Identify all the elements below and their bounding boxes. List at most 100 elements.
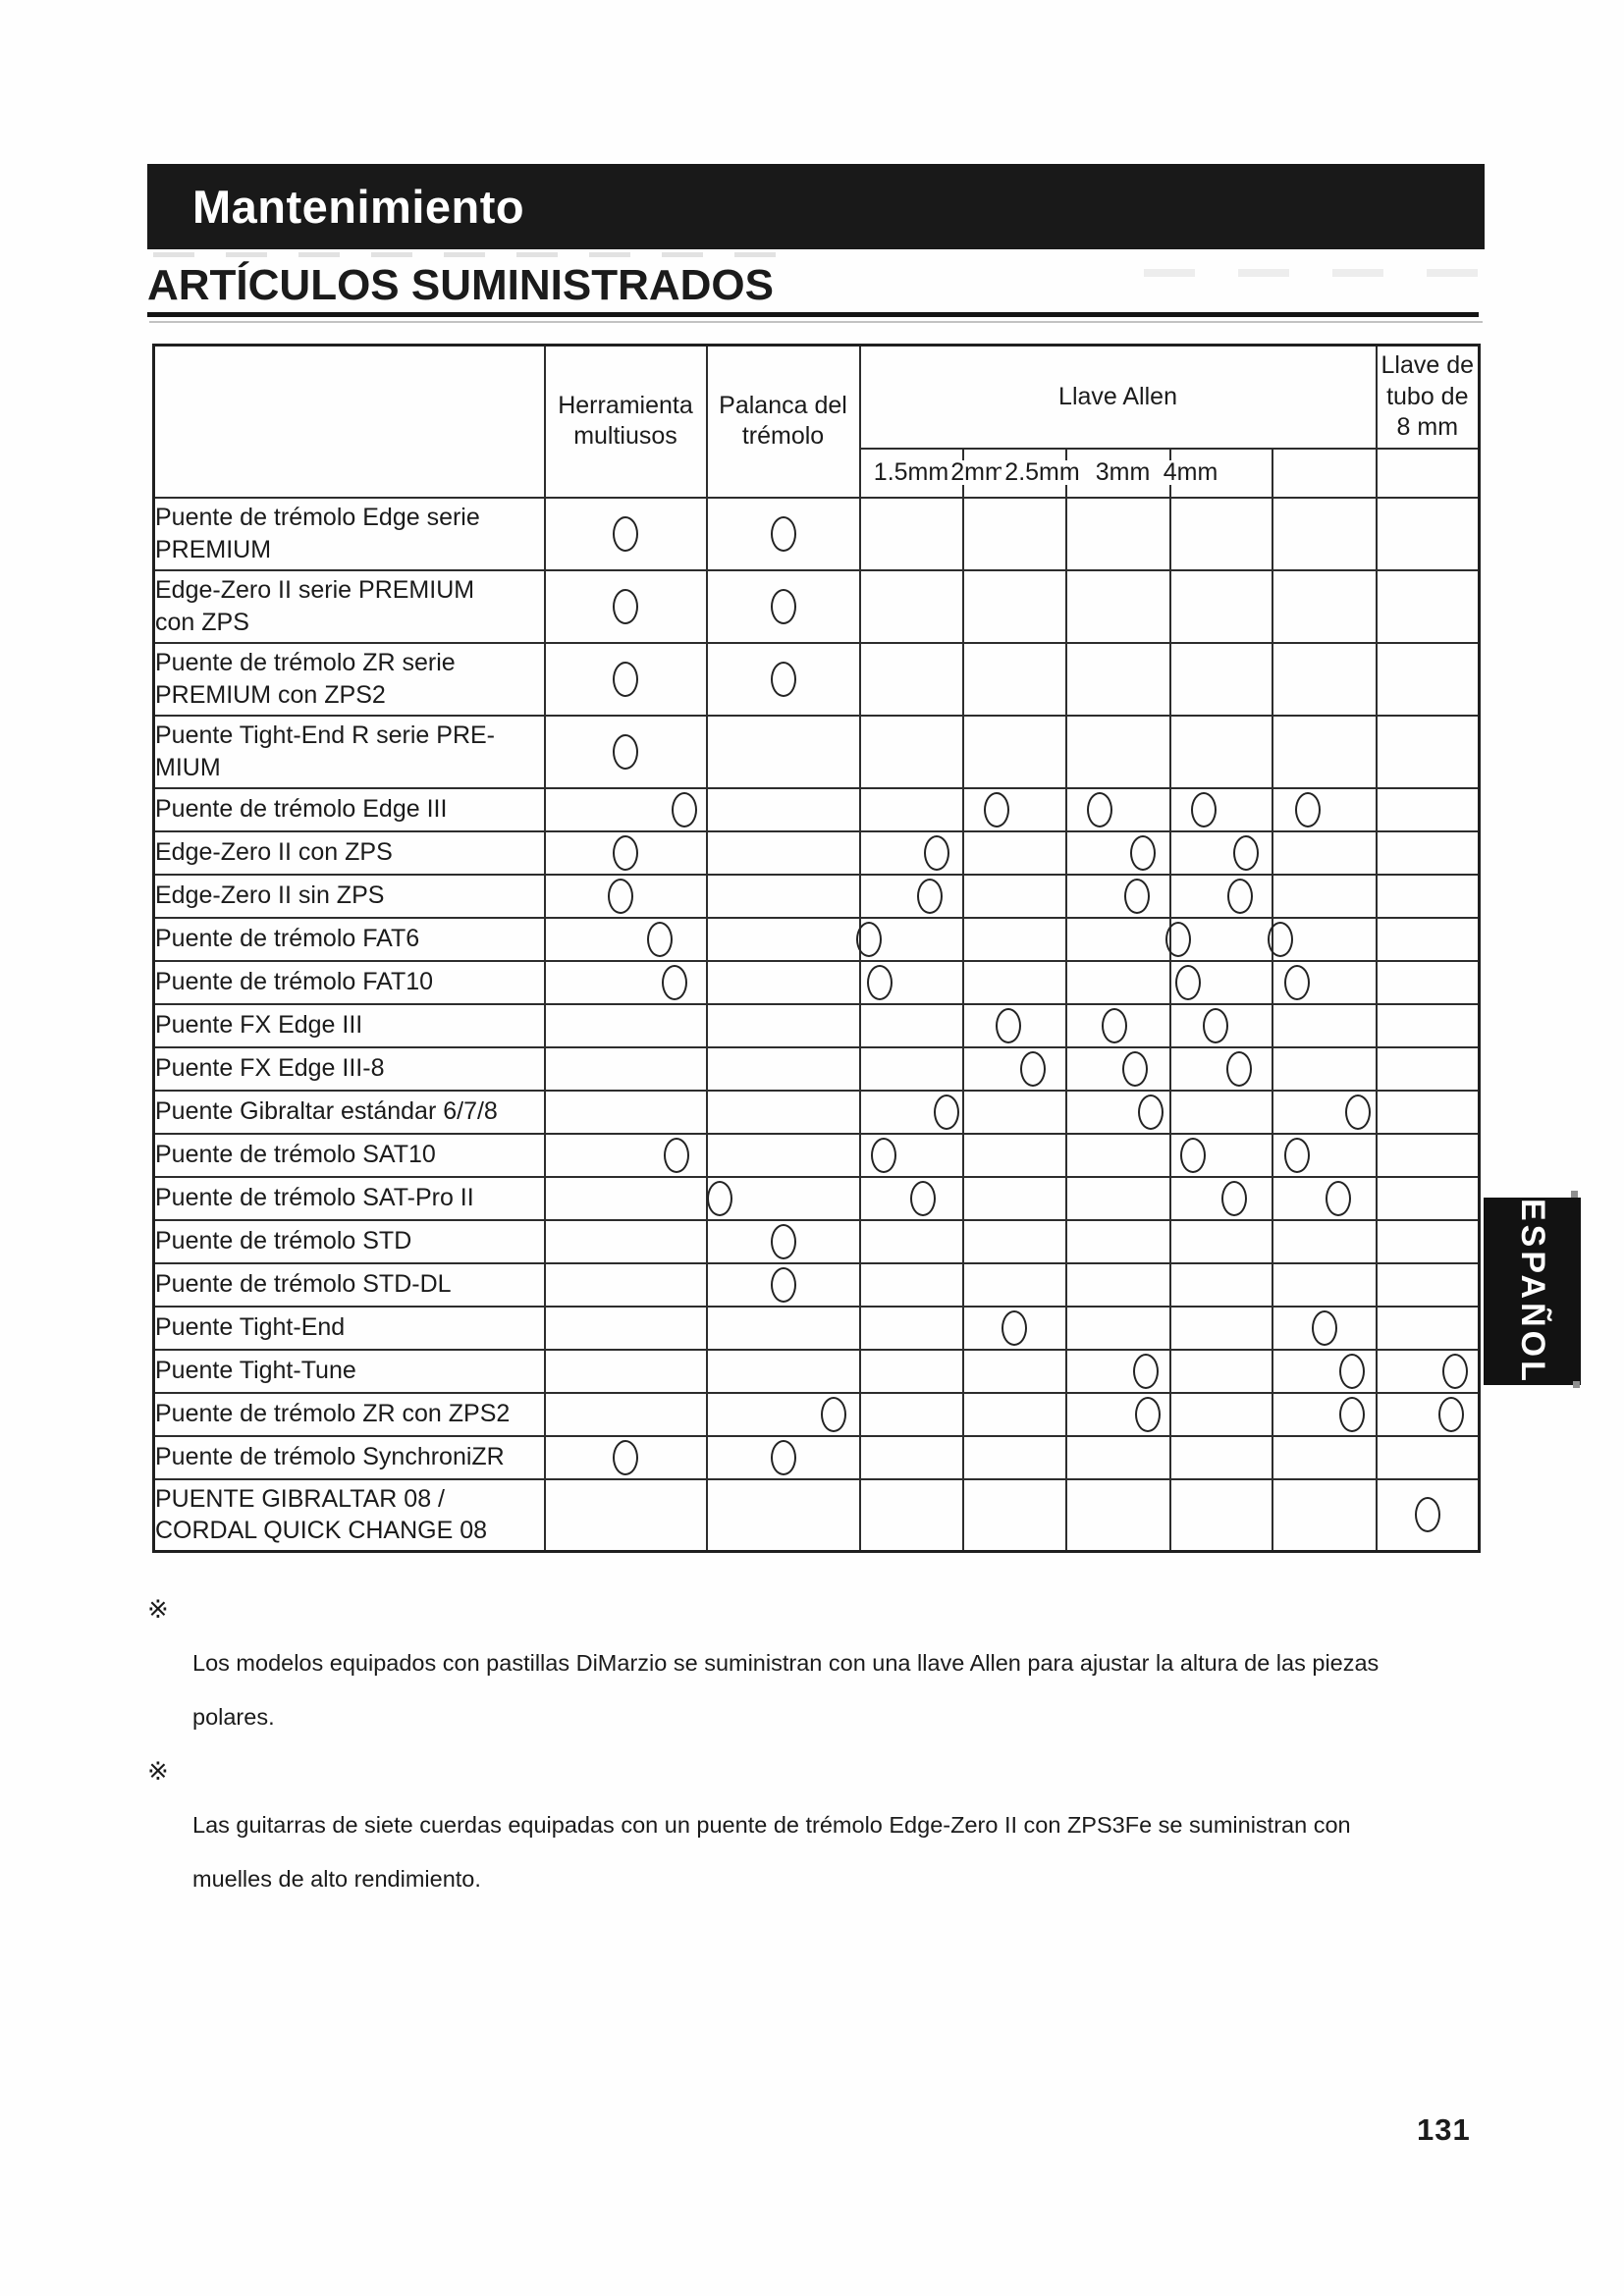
row-label: Edge-Zero II serie PREMIUM con ZPS [152,568,546,644]
cell-allen-2mm [961,1434,1067,1480]
heading-rule [147,312,1479,317]
cell-allen-4mm [1271,1477,1378,1553]
cell-allen-3mm [1168,829,1273,876]
row-label: Puente de trémolo SynchroniZR [152,1434,546,1480]
cell-allen-2mm [961,1175,1067,1221]
cell-allen-3mm [1168,1391,1273,1437]
table-row: Edge-Zero II serie PREMIUM con ZPS [152,568,1481,644]
cell-allen-2mm [961,1391,1067,1437]
cell-herramienta-multiusos [543,1002,708,1048]
cell-allen-4mm [1271,1218,1378,1264]
cell-llave-tubo-8mm [1375,568,1481,644]
corner-cell [152,344,546,499]
circle-mark [770,661,796,697]
circle-mark [867,964,893,1000]
circle-mark [1137,1094,1164,1130]
circle-mark [1179,1137,1206,1173]
cell-palanca-tremolo [705,496,861,571]
cell-allen-1.5mm [858,1089,964,1135]
cell-palanca-tremolo [705,1391,861,1437]
table-row: Puente de trémolo FAT10 [152,959,1481,1005]
cell-allen-1.5mm [858,1218,964,1264]
circle-mark [910,1180,936,1216]
cell-herramienta-multiusos [543,1477,708,1553]
cell-herramienta-multiusos [543,714,708,789]
cell-allen-4mm [1271,568,1378,644]
row-label: Puente de trémolo FAT6 [152,916,546,962]
table-row: Puente FX Edge III [152,1002,1481,1048]
cell-allen-3mm [1168,1348,1273,1394]
cell-allen-4mm [1271,1348,1378,1394]
circle-mark [1232,834,1259,871]
cell-allen-3mm [1168,873,1273,919]
cell-allen-1.5mm [858,1132,964,1178]
cell-allen-3mm [1168,641,1273,717]
page-title: ARTÍCULOS SUMINISTRADOS [147,261,774,309]
cell-allen-1.5mm [858,829,964,876]
circle-mark [608,878,633,914]
cell-allen-1.5mm [858,1305,964,1351]
cell-herramienta-multiusos [543,1045,708,1092]
cell-herramienta-multiusos [543,829,708,876]
cell-llave-tubo-8mm [1375,1089,1481,1135]
col-header-llave-allen: Llave Allen [858,344,1378,450]
cell-llave-tubo-8mm [1375,786,1481,832]
circle-mark [1338,1396,1365,1432]
cell-allen-4mm [1271,496,1378,571]
reference-mark-icon: ※ [147,1594,169,1624]
cell-palanca-tremolo [705,1045,861,1092]
cell-llave-tubo-8mm [1375,1261,1481,1308]
cell-palanca-tremolo [705,641,861,717]
cell-allen-2mm [961,568,1067,644]
row-label: Puente Gibraltar estándar 6/7/8 [152,1089,546,1135]
cell-allen-3mm [1168,1132,1273,1178]
circle-mark [996,1007,1021,1043]
cell-llave-tubo-8mm [1375,873,1481,919]
circle-mark [1338,1353,1365,1389]
circle-mark [770,515,796,552]
cell-palanca-tremolo [705,1218,861,1264]
circle-mark [613,1439,638,1475]
page-number: 131 [1417,2112,1471,2147]
circle-mark [924,834,949,871]
cell-allen-2mm [961,873,1067,919]
circle-mark [1132,1353,1159,1389]
cell-allen-4mm [1271,786,1378,832]
cell-allen-4mm [1271,1132,1378,1178]
row-label: Puente de trémolo STD-DL [152,1261,546,1308]
circle-mark [1129,834,1156,871]
circle-mark [613,834,638,871]
cell-llave-tubo-8mm [1375,916,1481,962]
circle-mark [613,661,638,697]
footnote-text: Los modelos equipados con pastillas DiMa… [192,1650,1380,1730]
cell-allen-2.5mm [1064,1477,1171,1553]
language-tab-label: ESPAÑOL [1514,1198,1551,1385]
circle-mark [820,1396,846,1432]
cell-herramienta-multiusos [543,1218,708,1264]
circle-mark [871,1137,896,1173]
circle-mark [1225,1050,1252,1087]
circle-mark [1086,791,1112,828]
cell-allen-1.5mm [858,1175,964,1221]
cell-allen-1.5mm [858,959,964,1005]
circle-mark [1294,791,1321,828]
cell-herramienta-multiusos [543,496,708,571]
table-row: Puente de trémolo Edge III [152,786,1481,832]
cell-llave-tubo-8mm [1375,1002,1481,1048]
supplied-items-table: Herramienta multiusos Palanca del trémol… [152,344,1482,1553]
header-row: Herramienta multiusos Palanca del trémol… [152,344,1481,499]
circle-mark [613,733,638,770]
allen-size-label: 2mm [947,459,1008,485]
row-label: Puente FX Edge III-8 [152,1045,546,1092]
col-subheader-socket-empty [1375,447,1481,499]
cell-herramienta-multiusos [543,641,708,717]
circle-mark [917,878,943,914]
cell-allen-2mm [961,1261,1067,1308]
cell-llave-tubo-8mm [1375,641,1481,717]
circle-mark [1437,1396,1464,1432]
cell-herramienta-multiusos [543,568,708,644]
cell-herramienta-multiusos [543,873,708,919]
cell-allen-1.5mm [858,1002,964,1048]
cell-llave-tubo-8mm [1375,1434,1481,1480]
cell-allen-2mm [961,496,1067,571]
